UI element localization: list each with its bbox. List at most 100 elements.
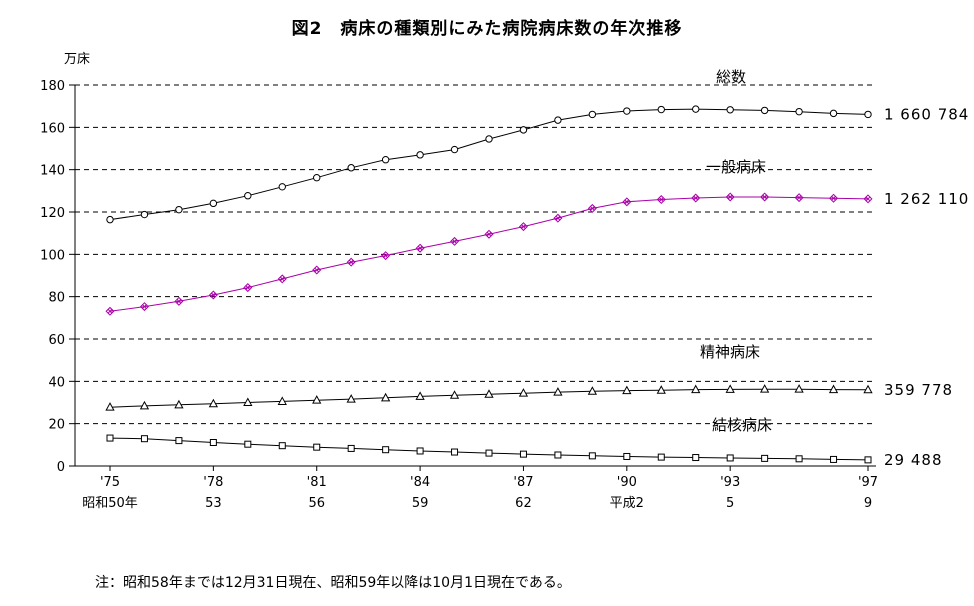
marker-circle [244, 192, 252, 200]
marker-x [796, 195, 802, 201]
marker-square [106, 434, 114, 442]
marker-diamond [656, 195, 666, 205]
marker-diamond [450, 236, 460, 246]
marker-circle [692, 105, 700, 113]
marker-diamond [312, 265, 322, 275]
x-tick-label: '97 [858, 475, 878, 490]
marker-triangle [312, 395, 322, 404]
marker-triangle [759, 384, 770, 393]
marker-x [176, 298, 182, 304]
series-end-value-3: 29 488 [884, 451, 943, 469]
marker-circle [278, 183, 286, 191]
marker-triangle [518, 388, 529, 397]
marker-diamond [174, 296, 184, 306]
marker-x [520, 224, 527, 230]
marker-diamond [243, 283, 253, 293]
series-label-0: 総数 [716, 68, 746, 86]
y-tick-label: 180 [40, 79, 65, 94]
series-end-value-2: 359 778 [884, 381, 953, 399]
marker-x [589, 205, 595, 211]
x-tick-era-label: 53 [205, 496, 222, 511]
marker-triangle [346, 394, 356, 403]
marker-circle [209, 199, 218, 208]
marker-circle [519, 126, 528, 134]
series-line-3 [109, 437, 869, 461]
marker-circle [657, 105, 665, 114]
marker-square [623, 452, 631, 460]
x-tick-label: '87 [513, 475, 533, 490]
marker-triangle [139, 400, 150, 410]
marker-triangle [828, 384, 839, 394]
marker-circle [864, 110, 872, 119]
x-tick-era-label: 56 [308, 496, 325, 511]
marker-square [382, 446, 390, 454]
marker-x [555, 215, 561, 221]
marker-square [830, 455, 838, 463]
marker-triangle [656, 385, 666, 394]
marker-x [624, 199, 630, 205]
marker-triangle [553, 387, 563, 396]
marker-circle [726, 106, 734, 114]
marker-diamond [760, 192, 770, 202]
x-tick-era-label: 5 [726, 496, 734, 511]
marker-circle [347, 164, 355, 172]
marker-triangle [277, 396, 287, 405]
y-tick-label: 0 [57, 460, 65, 475]
y-tick-label: 100 [40, 248, 65, 263]
marker-x [830, 195, 837, 201]
marker-square [416, 447, 424, 455]
marker-circle [450, 145, 459, 154]
marker-circle [140, 210, 149, 219]
x-tick-era-label: 62 [515, 496, 532, 511]
x-tick-era-label: 9 [864, 496, 872, 511]
marker-diamond [346, 257, 356, 267]
marker-square [726, 454, 734, 462]
marker-square [175, 437, 183, 445]
marker-triangle [863, 384, 873, 394]
y-tick-label: 160 [40, 121, 65, 136]
y-tick-label: 120 [40, 206, 65, 221]
series-label-2: 精神病床 [700, 343, 760, 361]
marker-triangle [380, 392, 391, 402]
marker-diamond [415, 243, 425, 253]
marker-diamond [863, 194, 873, 204]
marker-x [762, 194, 768, 200]
marker-circle [416, 151, 424, 159]
marker-triangle [243, 397, 253, 406]
marker-square [864, 456, 872, 464]
marker-square [692, 454, 700, 462]
marker-square [657, 453, 665, 461]
x-tick-label: '90 [617, 475, 637, 490]
y-tick-label: 20 [48, 418, 65, 433]
x-tick-label: '78 [203, 475, 223, 490]
marker-diamond [277, 274, 287, 284]
marker-triangle [174, 399, 184, 409]
chart-note: 注：昭和58年までは12月31日現在、昭和59年以降は10月1日現在である。 [95, 575, 571, 591]
marker-square [278, 442, 286, 450]
marker-x [245, 285, 251, 291]
marker-square [451, 448, 459, 456]
series-label-1: 一般病床 [706, 158, 766, 176]
marker-square [140, 435, 148, 443]
x-tick-era-label: 昭和50年 [82, 496, 138, 511]
series-label-3: 結核病床 [712, 416, 772, 434]
marker-circle [485, 135, 493, 143]
marker-x [348, 259, 354, 265]
marker-square [761, 454, 769, 462]
marker-square [588, 452, 596, 460]
marker-x [693, 195, 699, 201]
marker-triangle [208, 398, 219, 408]
marker-x [451, 238, 458, 244]
x-tick-label: '81 [307, 475, 327, 490]
x-tick-era-label: 平成2 [610, 496, 644, 511]
marker-circle [795, 107, 803, 116]
marker-triangle [449, 390, 460, 399]
marker-diamond [587, 203, 597, 213]
marker-diamond [381, 251, 391, 261]
marker-diamond [829, 193, 839, 203]
x-tick-label: '93 [720, 475, 740, 490]
marker-triangle [587, 386, 598, 395]
marker-x [210, 292, 216, 298]
